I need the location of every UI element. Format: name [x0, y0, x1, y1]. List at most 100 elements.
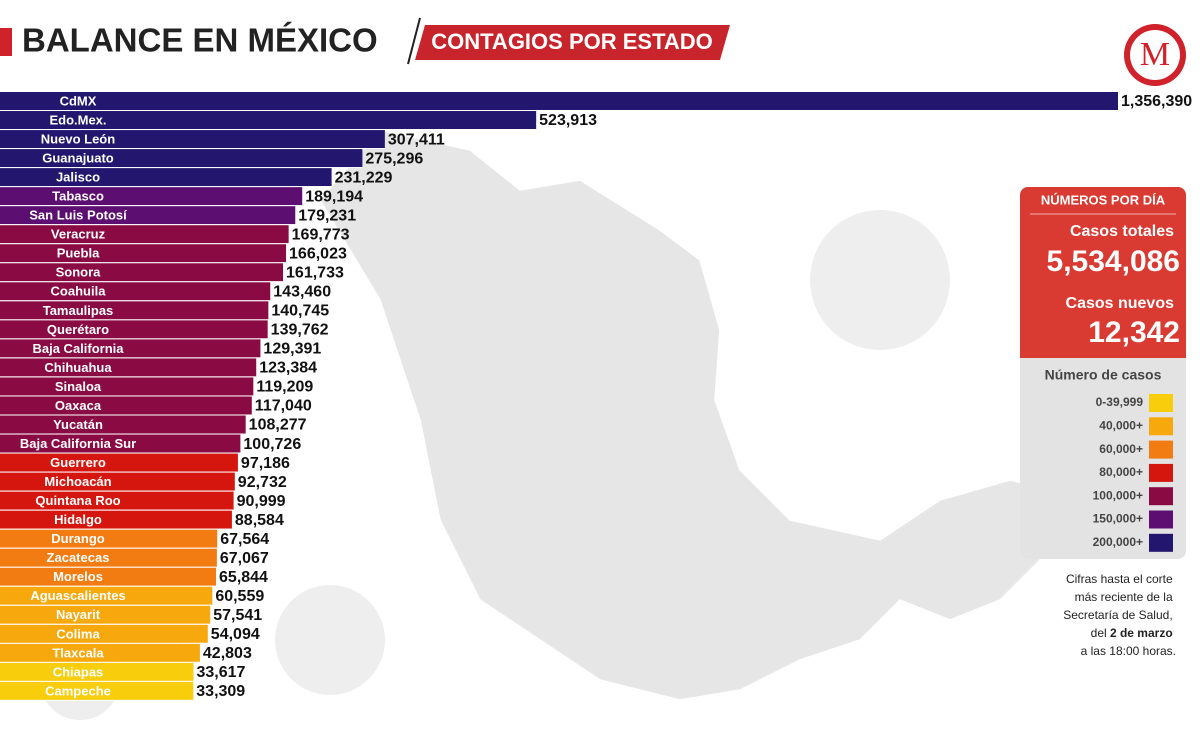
bar	[0, 130, 385, 149]
bar	[0, 149, 363, 168]
legend-swatch	[1149, 440, 1173, 459]
category-label: Tabasco	[52, 189, 104, 204]
value-label: 97,186	[241, 455, 290, 472]
bar	[0, 453, 238, 472]
legend-swatch	[1149, 533, 1173, 552]
stats-panel	[1020, 187, 1186, 358]
category-label: Morelos	[53, 569, 103, 584]
bar	[0, 263, 284, 282]
category-label: Sinaloa	[55, 379, 102, 394]
bar	[0, 643, 200, 662]
category-label: Yucatán	[53, 417, 103, 432]
value-label: 42,803	[203, 645, 252, 662]
bar	[0, 301, 269, 320]
value-label: 100,726	[243, 436, 301, 453]
category-label: Campeche	[45, 683, 111, 698]
footnote-line: del	[1091, 626, 1107, 640]
bar	[0, 491, 234, 510]
category-label: Durango	[51, 531, 105, 546]
legend-label: 0-39,999	[1096, 395, 1144, 409]
category-label: Sonora	[56, 265, 102, 280]
map-shape	[319, 129, 1051, 701]
category-label: Colima	[56, 626, 100, 641]
new-value: 12,342	[1088, 316, 1180, 349]
value-label: 54,094	[211, 626, 260, 643]
new-label: Casos nuevos	[1066, 295, 1175, 312]
legend-label: 200,000+	[1093, 535, 1143, 549]
virus-icon	[275, 585, 385, 695]
bar	[0, 472, 235, 491]
value-label: 129,391	[263, 341, 321, 358]
bar	[0, 282, 271, 301]
header-accent	[0, 28, 12, 56]
legend-label: 60,000+	[1099, 442, 1143, 456]
category-label: CdMX	[60, 93, 97, 108]
value-label: 523,913	[539, 112, 597, 129]
category-label: Jalisco	[56, 170, 100, 185]
category-label: Guanajuato	[42, 151, 114, 166]
legend-swatch	[1149, 394, 1173, 412]
footnote-date: 2 de marzo	[1110, 626, 1173, 640]
logo-inner	[1130, 30, 1180, 80]
category-label: Baja California	[32, 341, 124, 356]
value-label: 140,745	[271, 303, 329, 320]
category-label: Hidalgo	[54, 512, 102, 527]
category-label: Quintana Roo	[35, 493, 120, 508]
legend-swatch	[1149, 510, 1173, 529]
legend-label: 40,000+	[1099, 418, 1143, 432]
value-label: 143,460	[273, 284, 331, 301]
logo-letter: M	[1140, 36, 1170, 73]
value-label: 60,559	[215, 588, 264, 605]
value-label: 88,584	[235, 512, 284, 529]
bar	[0, 244, 287, 263]
value-label: 161,733	[286, 264, 344, 281]
value-label: 307,411	[388, 131, 445, 148]
category-label: Edo.Mex.	[49, 112, 106, 127]
title: BALANCE EN MÉXICO	[22, 22, 378, 59]
category-label: Michoacán	[44, 474, 111, 489]
legend-label: 100,000+	[1093, 488, 1143, 502]
bar	[0, 168, 332, 187]
category-label: Tamaulipas	[43, 303, 114, 318]
legend-swatch	[1149, 487, 1173, 506]
category-label: Baja California Sur	[20, 436, 136, 451]
value-label: 67,564	[220, 531, 269, 548]
category-label: Chiapas	[53, 664, 104, 679]
value-label: 139,762	[271, 322, 329, 339]
subtitle-box	[415, 25, 730, 60]
bar	[0, 377, 254, 396]
category-label: Querétaro	[47, 322, 109, 337]
bar	[0, 510, 232, 529]
bar	[0, 225, 289, 244]
value-label: 123,384	[259, 360, 317, 377]
bar	[0, 206, 296, 225]
virus-icon	[810, 210, 950, 350]
bar	[0, 548, 217, 567]
value-label: 108,277	[249, 417, 307, 434]
bar	[0, 111, 537, 130]
bar	[0, 339, 261, 358]
bar	[0, 624, 208, 643]
footnote-line: Secretaría de Salud,	[1063, 608, 1172, 622]
legend-swatch	[1149, 417, 1173, 436]
map	[319, 129, 1051, 701]
legend-label: 80,000+	[1099, 465, 1143, 479]
value-label: 33,617	[196, 664, 245, 681]
category-label: San Luis Potosí	[29, 208, 127, 223]
value-label: 57,541	[213, 607, 262, 624]
bar	[0, 396, 252, 415]
legend-title: Número de casos	[1045, 367, 1162, 383]
bar	[0, 586, 213, 605]
bar	[0, 605, 211, 624]
value-label: 33,309	[196, 683, 245, 700]
subtitle: CONTAGIOS POR ESTADO	[431, 29, 713, 54]
category-label: Aguascalientes	[30, 588, 125, 603]
bar	[0, 662, 194, 681]
category-label: Nayarit	[56, 607, 101, 622]
legend: 0-39,999 40,000+ 60,000+ 80,000+ 100,000+ 150…	[1093, 394, 1173, 552]
total-label: Casos totales	[1070, 223, 1174, 240]
legend-label: 150,000+	[1093, 512, 1143, 526]
category-label: Zacatecas	[47, 550, 110, 565]
value-label: 275,296	[365, 150, 423, 167]
